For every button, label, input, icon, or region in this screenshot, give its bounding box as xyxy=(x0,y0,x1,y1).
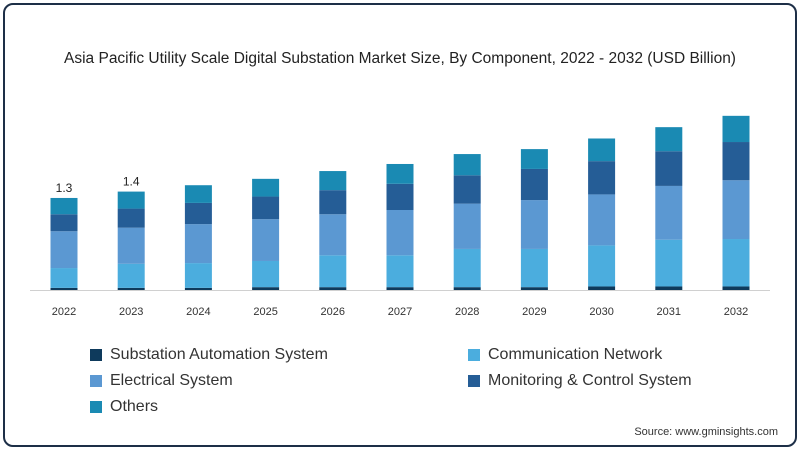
bar-segment-communication-network-2022 xyxy=(50,268,78,288)
bar-segment-others-2026 xyxy=(319,171,347,191)
x-tick-label: 2023 xyxy=(119,306,143,318)
bar-segment-electrical-system-2025 xyxy=(252,219,280,261)
bar-segment-electrical-system-2029 xyxy=(520,200,548,249)
legend-item-communication-network: Communication Network xyxy=(468,346,662,364)
legend-label: Communication Network xyxy=(488,346,663,363)
data-label: 1.4 xyxy=(123,175,140,189)
bar-segment-monitoring-control-system-2030 xyxy=(588,161,616,195)
x-tick-label: 2025 xyxy=(253,306,277,318)
bar-segment-substation-automation-system-2032 xyxy=(722,286,750,290)
legend-label: Substation Automation System xyxy=(110,346,328,363)
source-note: Source: www.gminsights.com xyxy=(634,426,778,438)
bar-segment-communication-network-2030 xyxy=(588,245,616,287)
data-label: 1.3 xyxy=(56,181,73,195)
legend-label: Monitoring & Control System xyxy=(488,372,692,389)
bar-segment-others-2022 xyxy=(50,197,78,215)
bar-segment-others-2029 xyxy=(520,149,548,169)
legend-item-others: Others xyxy=(90,398,158,416)
legend-swatch xyxy=(468,375,480,387)
bar-segment-monitoring-control-system-2026 xyxy=(319,190,347,215)
bar-segment-others-2030 xyxy=(588,138,616,162)
x-tick-label: 2022 xyxy=(52,306,76,318)
legend-item-substation-automation: Substation Automation System xyxy=(90,346,328,364)
bar-segment-electrical-system-2032 xyxy=(722,180,750,240)
bar-segment-others-2032 xyxy=(722,115,750,143)
bar-segment-communication-network-2026 xyxy=(319,255,347,288)
bar-segment-communication-network-2023 xyxy=(117,263,145,288)
bar-segment-communication-network-2025 xyxy=(252,260,280,288)
legend-label: Electrical System xyxy=(110,372,233,389)
bar-segment-others-2027 xyxy=(386,163,414,184)
x-tick-label: 2024 xyxy=(186,306,210,318)
bar-segment-substation-automation-system-2029 xyxy=(520,287,548,290)
bar-segment-monitoring-control-system-2027 xyxy=(386,183,414,210)
bar-segment-monitoring-control-system-2029 xyxy=(520,168,548,201)
bar-segment-communication-network-2029 xyxy=(520,248,548,288)
bar-segment-others-2024 xyxy=(184,185,212,203)
bar-segment-substation-automation-system-2022 xyxy=(50,287,78,290)
bar-segment-electrical-system-2030 xyxy=(588,194,616,246)
legend-swatch xyxy=(90,401,102,413)
bar-segment-others-2023 xyxy=(117,191,145,209)
bar-segment-electrical-system-2026 xyxy=(319,214,347,256)
bar-segment-monitoring-control-system-2023 xyxy=(117,208,145,228)
bar-segment-substation-automation-system-2031 xyxy=(655,286,683,290)
bar-segment-monitoring-control-system-2031 xyxy=(655,151,683,186)
bar-segment-communication-network-2028 xyxy=(453,248,481,288)
bar-segment-substation-automation-system-2030 xyxy=(588,286,616,290)
bar-segment-substation-automation-system-2027 xyxy=(386,287,414,290)
bar-segment-substation-automation-system-2023 xyxy=(117,287,145,290)
bar-segment-electrical-system-2028 xyxy=(453,203,481,249)
bar-segment-substation-automation-system-2026 xyxy=(319,287,347,290)
x-tick-label: 2026 xyxy=(321,306,345,318)
bar-segment-monitoring-control-system-2025 xyxy=(252,196,280,220)
legend-swatch xyxy=(90,349,102,361)
x-tick-label: 2028 xyxy=(455,306,479,318)
legend-label: Others xyxy=(110,398,159,415)
bar-segment-others-2028 xyxy=(453,154,481,176)
chart-title: Asia Pacific Utility Scale Digital Subst… xyxy=(64,50,736,67)
bar-segment-communication-network-2031 xyxy=(655,239,683,287)
bar-segment-electrical-system-2022 xyxy=(50,231,78,269)
bar-segment-substation-automation-system-2024 xyxy=(184,287,212,290)
legend-item-electrical-system: Electrical System xyxy=(90,372,233,390)
bar-segment-monitoring-control-system-2032 xyxy=(722,142,750,181)
x-tick-label: 2031 xyxy=(657,306,681,318)
bar-segment-electrical-system-2023 xyxy=(117,227,145,264)
bar-segment-communication-network-2024 xyxy=(184,263,212,288)
bar-segment-substation-automation-system-2025 xyxy=(252,287,280,290)
bar-segment-electrical-system-2031 xyxy=(655,185,683,240)
bar-segment-communication-network-2032 xyxy=(722,239,750,287)
bar-segment-substation-automation-system-2028 xyxy=(453,287,481,290)
bar-segment-others-2031 xyxy=(655,127,683,152)
x-tick-label: 2029 xyxy=(522,306,546,318)
bar-segment-others-2025 xyxy=(252,178,280,197)
x-tick-label: 2032 xyxy=(724,306,748,318)
legend-swatch xyxy=(468,349,480,361)
bar-segment-monitoring-control-system-2028 xyxy=(453,175,481,204)
bar-segment-electrical-system-2027 xyxy=(386,209,414,256)
legend-item-monitoring-control: Monitoring & Control System xyxy=(468,372,692,390)
bar-segment-electrical-system-2024 xyxy=(184,224,212,264)
bar-segment-monitoring-control-system-2022 xyxy=(50,214,78,232)
x-tick-label: 2030 xyxy=(589,306,613,318)
x-tick-label: 2027 xyxy=(388,306,412,318)
legend-swatch xyxy=(90,375,102,387)
bar-segment-monitoring-control-system-2024 xyxy=(184,202,212,225)
bar-segment-communication-network-2027 xyxy=(386,255,414,288)
